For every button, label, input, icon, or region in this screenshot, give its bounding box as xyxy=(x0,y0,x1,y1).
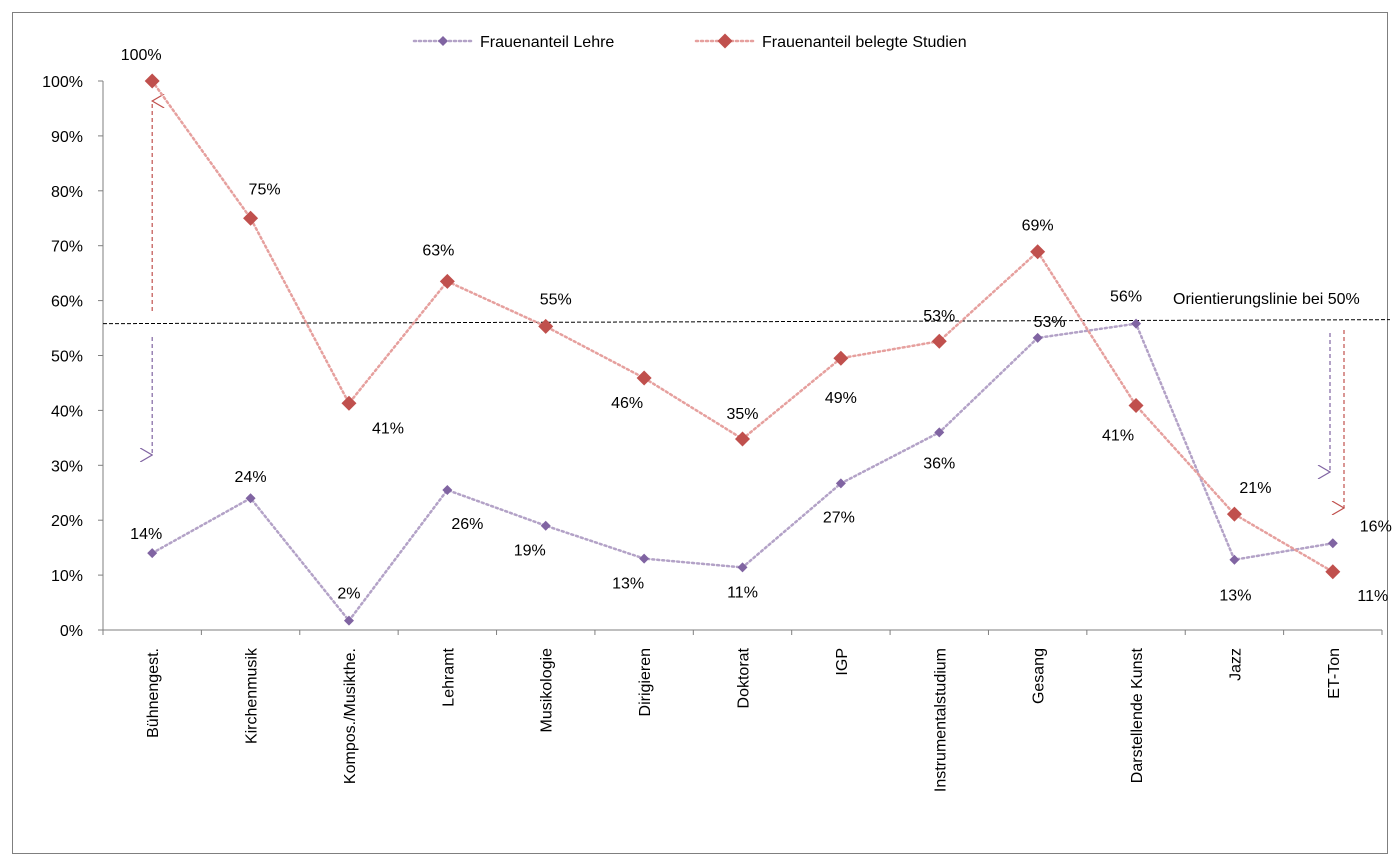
data-label: 41% xyxy=(1102,427,1134,444)
y-tick-label: 50% xyxy=(51,349,83,366)
data-label: 13% xyxy=(1219,588,1251,605)
x-tick-label: Doktorat xyxy=(736,647,753,708)
data-point xyxy=(1131,318,1142,329)
data-point xyxy=(147,548,158,559)
data-point xyxy=(1327,538,1338,549)
reference-line-label: Orientierungslinie bei 50% xyxy=(1173,291,1360,308)
data-label: 36% xyxy=(923,455,955,472)
data-label: 19% xyxy=(514,543,546,560)
data-label: 49% xyxy=(825,390,857,407)
data-point xyxy=(343,615,354,626)
data-point xyxy=(1229,554,1240,565)
data-label: 100% xyxy=(121,47,162,64)
y-tick-label: 100% xyxy=(42,74,83,91)
y-tick-label: 70% xyxy=(51,239,83,256)
data-label: 24% xyxy=(235,469,267,486)
data-label: 26% xyxy=(451,516,483,533)
x-tick-label: Jazz xyxy=(1227,648,1244,681)
data-point xyxy=(538,318,554,334)
legend-marker xyxy=(438,36,448,46)
data-label: 63% xyxy=(422,242,454,259)
chart-frame xyxy=(12,12,1388,854)
data-label: 56% xyxy=(1110,289,1142,306)
data-label: 53% xyxy=(923,308,955,325)
data-point xyxy=(144,73,160,89)
data-label: 69% xyxy=(1022,218,1054,235)
x-tick-label: Darstellende Kunst xyxy=(1129,647,1146,783)
y-tick-label: 80% xyxy=(51,184,83,201)
data-point xyxy=(636,370,652,386)
data-point xyxy=(439,273,455,289)
x-tick-label: Bühnengest. xyxy=(145,648,162,738)
data-point xyxy=(341,395,357,411)
data-label: 14% xyxy=(130,526,162,543)
x-tick-label: Kompos./Musikthe. xyxy=(342,648,359,784)
data-point xyxy=(540,520,551,531)
x-tick-label: ET-Ton xyxy=(1326,648,1343,699)
data-point xyxy=(934,427,945,438)
data-label: 2% xyxy=(337,586,360,603)
data-label: 41% xyxy=(372,420,404,437)
y-tick-label: 10% xyxy=(51,568,83,585)
x-tick-label: Instrumentalstudium xyxy=(932,648,949,792)
y-tick-label: 60% xyxy=(51,294,83,311)
data-label: 21% xyxy=(1239,480,1271,497)
x-tick-label: Lehramt xyxy=(440,647,457,706)
data-point xyxy=(442,485,453,496)
data-label: 27% xyxy=(823,509,855,526)
data-point xyxy=(833,350,849,366)
data-point xyxy=(245,493,256,504)
data-label: 13% xyxy=(612,576,644,593)
series-line xyxy=(150,322,1335,623)
x-tick-label: Gesang xyxy=(1031,648,1048,704)
data-label: 35% xyxy=(726,406,758,423)
data-point xyxy=(1128,397,1144,413)
data-label: 46% xyxy=(611,395,643,412)
data-point xyxy=(1226,506,1242,522)
legend-label: Frauenanteil Lehre xyxy=(480,34,614,51)
legend-marker xyxy=(717,33,733,49)
data-label: 11% xyxy=(1357,588,1388,605)
legend-label: Frauenanteil belegte Studien xyxy=(762,34,967,51)
y-tick-label: 90% xyxy=(51,129,83,146)
data-label: 53% xyxy=(1034,314,1066,331)
data-point xyxy=(737,562,748,573)
data-point xyxy=(1032,332,1043,343)
x-tick-label: IGP xyxy=(834,648,851,676)
x-tick-label: Dirigieren xyxy=(637,648,654,716)
data-point xyxy=(931,333,947,349)
data-point xyxy=(243,210,259,226)
data-point xyxy=(639,553,650,564)
series-line xyxy=(150,79,1335,574)
y-tick-label: 40% xyxy=(51,403,83,420)
data-point xyxy=(735,431,750,447)
y-tick-label: 30% xyxy=(51,458,83,475)
data-point xyxy=(1325,564,1341,580)
data-point xyxy=(835,478,846,489)
data-point xyxy=(1030,244,1046,260)
y-tick-label: 20% xyxy=(51,513,83,530)
data-label: 16% xyxy=(1360,518,1392,535)
x-tick-label: Musikologie xyxy=(539,648,556,733)
x-tick-label: Kirchenmusik xyxy=(244,647,261,744)
y-tick-label: 0% xyxy=(60,623,83,640)
data-label: 75% xyxy=(249,181,281,198)
data-label: 11% xyxy=(727,584,758,601)
reference-line xyxy=(102,319,1391,325)
data-label: 55% xyxy=(540,291,572,308)
